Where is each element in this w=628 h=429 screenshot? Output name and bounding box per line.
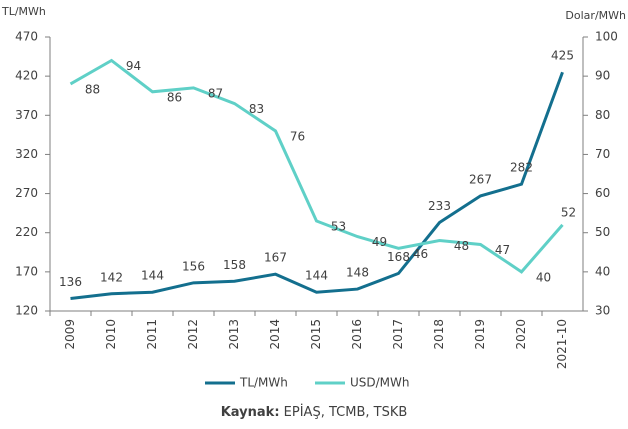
y-tick-label: 120	[15, 304, 38, 318]
y-axis-label: TL/MWh	[1, 5, 46, 18]
data-label: 87	[208, 86, 223, 100]
data-label: 144	[305, 269, 328, 283]
data-label: 52	[561, 205, 576, 219]
data-label: 282	[510, 161, 533, 175]
data-label: 148	[346, 266, 369, 280]
y-tick-label: 270	[15, 186, 38, 200]
data-label: 49	[372, 235, 387, 249]
data-label: 167	[264, 251, 287, 265]
x-tick-label: 2020	[514, 319, 528, 350]
data-label: 144	[141, 269, 164, 283]
data-label: 233	[428, 199, 451, 213]
data-label: 46	[413, 247, 428, 261]
y2-tick-label: 100	[595, 30, 618, 44]
data-label: 40	[536, 270, 551, 284]
x-tick-label: 2016	[350, 319, 364, 350]
legend-label: USD/MWh	[350, 376, 410, 390]
data-label: 48	[454, 239, 469, 253]
x-tick-label: 2010	[104, 319, 118, 350]
source-text: EPİAŞ, TCMB, TSKB	[284, 404, 408, 420]
y2-tick-label: 80	[595, 108, 610, 122]
y2-tick-label: 50	[595, 225, 610, 239]
x-tick-label: 2019	[473, 319, 487, 350]
data-label: 53	[331, 219, 346, 233]
y-tick-label: 220	[15, 225, 38, 239]
data-label: 142	[100, 270, 123, 284]
x-tick-label: 2012	[186, 319, 200, 350]
data-label: 267	[469, 172, 492, 186]
source-label: Kaynak:	[221, 405, 280, 420]
data-label: 136	[59, 275, 82, 289]
data-label: 47	[495, 243, 510, 257]
series-line	[70, 71, 564, 300]
data-label: 94	[126, 59, 141, 73]
x-tick-label: 2021-10	[555, 319, 569, 369]
y-tick-label: 470	[15, 30, 38, 44]
data-label: 158	[223, 258, 246, 272]
y-tick-label: 320	[15, 147, 38, 161]
data-label: 156	[182, 259, 205, 273]
y2-axis-label: Dolar/MWh	[565, 9, 626, 22]
data-label: 88	[85, 82, 100, 96]
y2-tick-label: 70	[595, 147, 610, 161]
data-label: 83	[249, 102, 264, 116]
y-tick-label: 170	[15, 264, 38, 278]
y2-tick-label: 30	[595, 304, 610, 318]
y-tick-label: 370	[15, 108, 38, 122]
series-line	[69, 58, 564, 274]
source: Kaynak: EPİAŞ, TCMB, TSKB	[221, 404, 408, 420]
y2-tick-label: 90	[595, 69, 610, 83]
x-tick-label: 2017	[391, 319, 405, 350]
x-tick-label: 2009	[63, 319, 77, 350]
x-tick-label: 2014	[268, 319, 282, 350]
x-tick-label: 2011	[145, 319, 159, 350]
data-label: 76	[290, 129, 305, 143]
data-label: 168	[387, 250, 410, 264]
legend-label: TL/MWh	[239, 376, 288, 390]
y2-tick-label: 40	[595, 264, 610, 278]
data-label: 425	[551, 49, 574, 63]
x-tick-label: 2018	[432, 319, 446, 350]
legend: TL/MWh USD/MWh	[205, 376, 410, 390]
y-tick-label: 420	[15, 69, 38, 83]
x-tick-label: 2015	[309, 319, 323, 350]
y2-tick-label: 60	[595, 186, 610, 200]
x-tick-label: 2013	[227, 319, 241, 350]
data-label: 86	[167, 90, 182, 104]
